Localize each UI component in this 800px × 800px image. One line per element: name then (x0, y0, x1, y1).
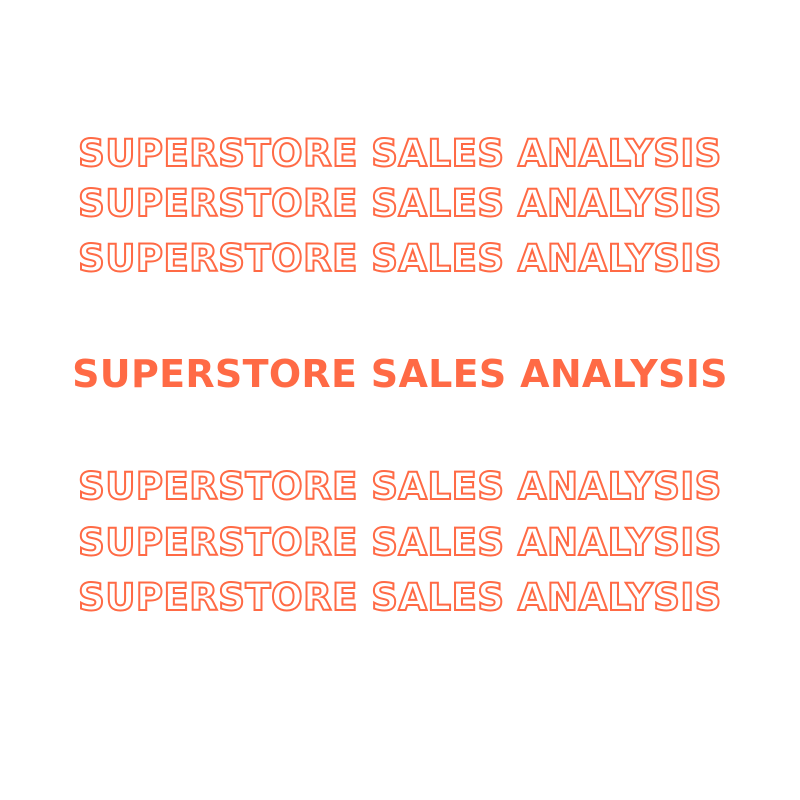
outlined-title-top-3: SUPERSTORE SALES ANALYSIS (77, 236, 722, 281)
outlined-title-top-1: SUPERSTORE SALES ANALYSIS (77, 131, 722, 176)
outlined-title-bottom-3: SUPERSTORE SALES ANALYSIS (77, 575, 722, 620)
outlined-title-bottom-2: SUPERSTORE SALES ANALYSIS (77, 520, 722, 565)
outlined-title-bottom-1: SUPERSTORE SALES ANALYSIS (77, 464, 722, 509)
outlined-title-top-2: SUPERSTORE SALES ANALYSIS (77, 181, 722, 226)
main-title: SUPERSTORE SALES ANALYSIS (72, 352, 728, 396)
